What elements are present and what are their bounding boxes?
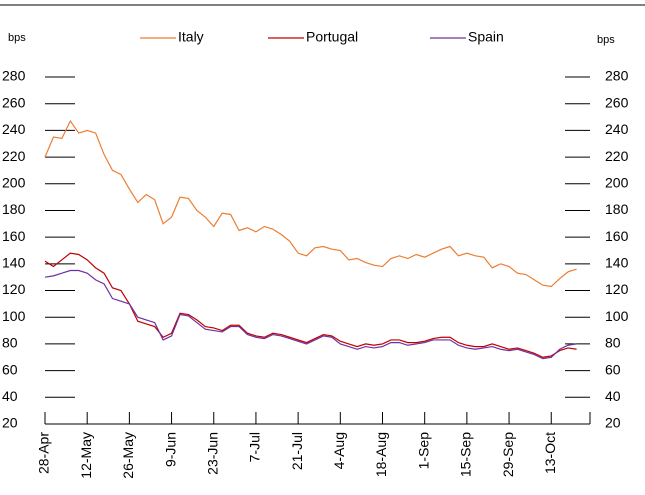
y-tick-label: 260 bbox=[2, 94, 26, 110]
y2-tick-label: 180 bbox=[605, 201, 629, 217]
y2-tick-label: 160 bbox=[605, 228, 629, 244]
y-tick-label: 180 bbox=[2, 201, 26, 217]
y2-tick-label: 220 bbox=[605, 148, 629, 164]
x-tick-label: 23-Jun bbox=[204, 432, 220, 475]
legend-label: Spain bbox=[468, 29, 504, 45]
series-line bbox=[44, 252, 577, 358]
y-tick-label: 220 bbox=[2, 148, 26, 164]
y2-tick-label: 260 bbox=[605, 94, 629, 110]
y2-tick-label: 100 bbox=[605, 308, 629, 324]
y-tick-label: 80 bbox=[2, 335, 18, 351]
y2-tick-label: 80 bbox=[605, 335, 621, 351]
y-tick-label: 280 bbox=[2, 68, 26, 84]
y-tick-label: 20 bbox=[2, 415, 18, 431]
y-tick-label: 100 bbox=[2, 308, 26, 324]
y-tick-label: 40 bbox=[2, 388, 18, 404]
x-tick-label: 12-May bbox=[78, 432, 94, 479]
x-tick-label: 29-Sep bbox=[500, 432, 516, 477]
series-line bbox=[44, 269, 577, 360]
legend-label: Portugal bbox=[306, 29, 358, 45]
y2-tick-label: 20 bbox=[605, 415, 621, 431]
x-tick-label: 1-Sep bbox=[415, 432, 431, 470]
y2-tick-label: 240 bbox=[605, 121, 629, 137]
y-tick-label: 60 bbox=[2, 361, 18, 377]
x-tick-label: 15-Sep bbox=[458, 432, 474, 477]
y2-axis-label: bps bbox=[597, 34, 615, 46]
x-tick-label: 28-Apr bbox=[36, 432, 52, 474]
x-tick-label: 26-May bbox=[120, 432, 136, 479]
y-tick-label: 120 bbox=[2, 281, 26, 297]
x-tick-label: 13-Oct bbox=[542, 432, 558, 474]
y-tick-label: 140 bbox=[2, 255, 26, 271]
y-tick-label: 200 bbox=[2, 174, 26, 190]
y2-tick-label: 60 bbox=[605, 361, 621, 377]
y2-tick-label: 200 bbox=[605, 174, 629, 190]
y2-tick-label: 40 bbox=[605, 388, 621, 404]
series-line bbox=[44, 119, 577, 288]
y2-tick-label: 140 bbox=[605, 255, 629, 271]
y-tick-label: 240 bbox=[2, 121, 26, 137]
y2-tick-label: 280 bbox=[605, 68, 629, 84]
legend-label: Italy bbox=[178, 29, 204, 45]
y2-tick-label: 120 bbox=[605, 281, 629, 297]
x-tick-label: 7-Jul bbox=[247, 432, 263, 462]
x-tick-label: 4-Aug bbox=[331, 432, 347, 469]
x-tick-label: 9-Jun bbox=[162, 432, 178, 467]
x-tick-label: 21-Jul bbox=[289, 432, 305, 470]
y-tick-label: 160 bbox=[2, 228, 26, 244]
x-tick-label: 18-Aug bbox=[373, 432, 389, 477]
y-axis-label: bps bbox=[8, 32, 26, 44]
